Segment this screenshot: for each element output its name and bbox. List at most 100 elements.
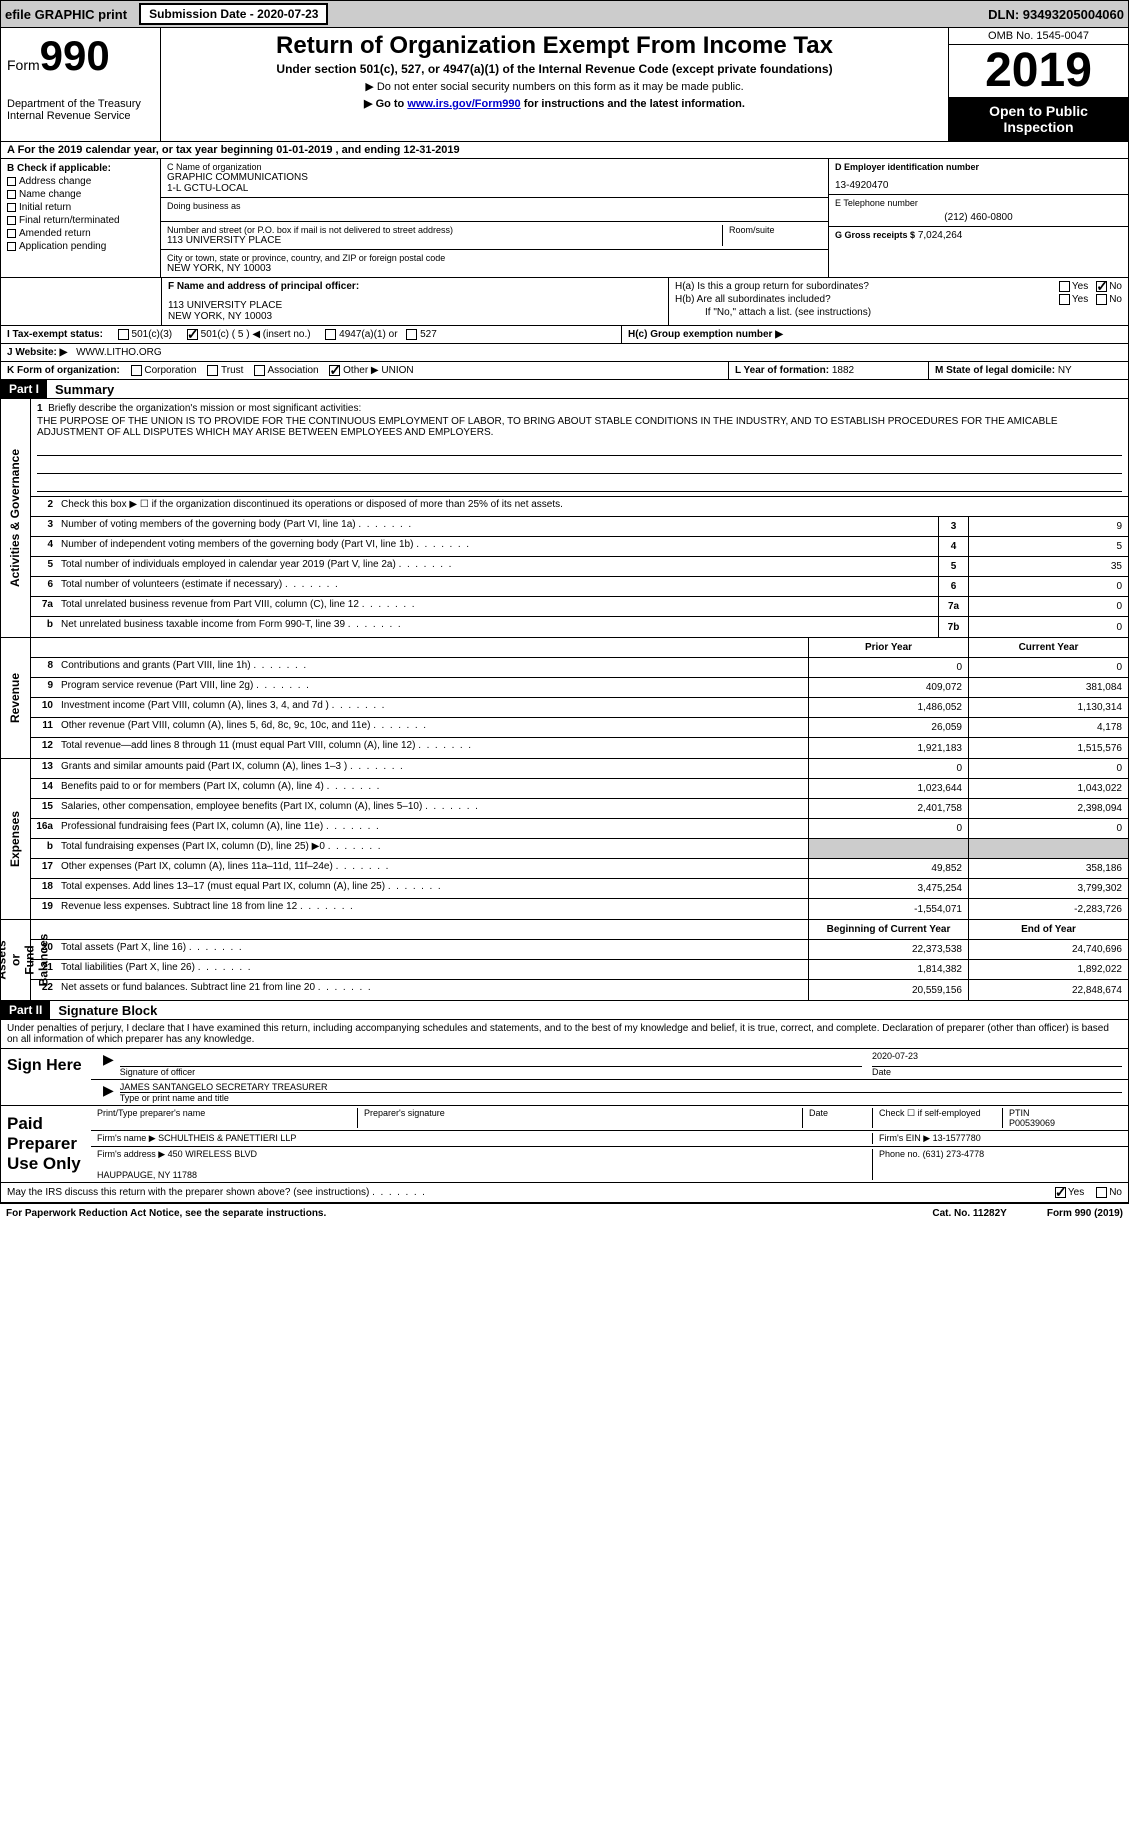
declaration-text: Under penalties of perjury, I declare th… [0,1020,1129,1049]
chk-final-return[interactable]: Final return/terminated [7,215,154,226]
firm-phone: (631) 273-4778 [923,1149,985,1159]
tax-status-label: I Tax-exempt status: [7,329,103,340]
room-label: Room/suite [729,225,816,235]
line-gov: 7aTotal unrelated business revenue from … [31,597,1128,617]
form-header: Form990 Department of the Treasury Inter… [0,28,1129,142]
addr-label: Number and street (or P.O. box if mail i… [167,225,716,235]
form-title: Return of Organization Exempt From Incom… [165,32,944,60]
form-prefix: Form [7,57,40,73]
chk-amended[interactable]: Amended return [7,228,154,239]
line-row: 18Total expenses. Add lines 13–17 (must … [31,879,1128,899]
arrow-icon: ▶ [97,1082,120,1103]
addr-value: 113 UNIVERSITY PLACE [167,235,716,246]
hdr-prior-year: Prior Year [808,638,968,657]
k-corp[interactable] [131,365,142,376]
chk-app-pending[interactable]: Application pending [7,241,154,252]
line-gov: 3Number of voting members of the governi… [31,517,1128,537]
vtab-netassets: Net Assets or Fund Balances [0,934,51,987]
i-527[interactable] [406,329,417,340]
discuss-yes[interactable] [1055,1187,1066,1198]
self-employed-check[interactable]: Check ☐ if self-employed [872,1108,1002,1128]
section-expenses: Expenses 13Grants and similar amounts pa… [0,759,1129,920]
firm-ein-label: Firm's EIN ▶ [879,1133,930,1143]
line-row: 14Benefits paid to or for members (Part … [31,779,1128,799]
section-governance: Activities & Governance 1 Briefly descri… [0,399,1129,638]
i-4947[interactable] [325,329,336,340]
gross-label: G Gross receipts $ [835,230,915,240]
box-b: B Check if applicable: Address change Na… [1,159,161,277]
phone-value: (212) 460-0800 [835,212,1122,223]
part-1-title: Summary [47,382,114,397]
ptin-label: PTIN [1009,1108,1122,1118]
officer-value: 113 UNIVERSITY PLACE NEW YORK, NY 10003 [168,300,662,322]
ptin-value: P00539069 [1009,1118,1122,1128]
prep-sig-label: Preparer's signature [357,1108,802,1128]
part-2-header: Part II Signature Block [0,1001,1129,1020]
vtab-revenue: Revenue [9,673,23,723]
sig-date: 2020-07-23 [872,1051,1122,1067]
line-row: 8Contributions and grants (Part VIII, li… [31,658,1128,678]
line-row: 16aProfessional fundraising fees (Part I… [31,819,1128,839]
i-501c[interactable] [187,329,198,340]
hb-yes[interactable] [1059,294,1070,305]
sign-here-label: Sign Here [1,1049,91,1105]
footer-mid: Cat. No. 11282Y [932,1208,1006,1219]
phone-label: E Telephone number [835,198,1122,208]
chk-address-change[interactable]: Address change [7,176,154,187]
website-value: WWW.LITHO.ORG [76,347,162,358]
part-1-badge: Part I [1,380,47,398]
line-row: 13Grants and similar amounts paid (Part … [31,759,1128,779]
sub3-pre: ▶ Go to [364,98,407,110]
hdr-end: End of Year [968,920,1128,939]
discuss-no[interactable] [1096,1187,1107,1198]
sub3-post: for instructions and the latest informat… [521,98,745,110]
chk-name-change[interactable]: Name change [7,189,154,200]
part-1-header: Part I Summary [0,380,1129,399]
hb-no[interactable] [1096,294,1107,305]
line-row: 9Program service revenue (Part VIII, lin… [31,678,1128,698]
subtitle-1: Under section 501(c), 527, or 4947(a)(1)… [165,62,944,76]
form-number: 990 [40,32,110,79]
org-name-label: C Name of organization [167,162,822,172]
instructions-link[interactable]: www.irs.gov/Form990 [407,98,520,110]
subtitle-3: ▶ Go to www.irs.gov/Form990 for instruct… [165,97,944,110]
domicile-label: M State of legal domicile: [935,365,1055,376]
dept-label: Department of the Treasury Internal Reve… [7,98,154,122]
i-501c3[interactable] [118,329,129,340]
h-c-label: H(c) Group exemption number ▶ [628,329,783,340]
line-gov: 5Total number of individuals employed in… [31,557,1128,577]
discuss-label: May the IRS discuss this return with the… [7,1187,425,1198]
ha-no[interactable] [1096,281,1107,292]
submission-date-button[interactable]: Submission Date - 2020-07-23 [139,3,328,25]
city-label: City or town, state or province, country… [167,253,822,263]
paid-preparer-label: Paid Preparer Use Only [1,1106,91,1182]
officer-name-label: Type or print name and title [120,1093,1122,1103]
year-formation-label: L Year of formation: [735,365,829,376]
ha-yes[interactable] [1059,281,1070,292]
city-value: NEW YORK, NY 10003 [167,263,822,274]
line-row: 11Other revenue (Part VIII, column (A), … [31,718,1128,738]
entity-block: B Check if applicable: Address change Na… [0,159,1129,278]
k-other[interactable] [329,365,340,376]
firm-addr-label: Firm's address ▶ [97,1149,165,1159]
domicile-value: NY [1058,365,1072,376]
k-assoc[interactable] [254,365,265,376]
section-revenue: Revenue Prior Year Current Year 8Contrib… [0,638,1129,759]
firm-ein: 13-1577780 [933,1133,981,1143]
vtab-expenses: Expenses [9,811,23,867]
line-gov: 2Check this box ▶ ☐ if the organization … [31,497,1128,517]
period-row: A For the 2019 calendar year, or tax yea… [0,142,1129,159]
firm-name: SCHULTHEIS & PANETTIERI LLP [158,1133,296,1143]
line-gov: 4Number of independent voting members of… [31,537,1128,557]
chk-initial-return[interactable]: Initial return [7,202,154,213]
line-row: 15Salaries, other compensation, employee… [31,799,1128,819]
k-trust[interactable] [207,365,218,376]
signature-block: Sign Here ▶ Signature of officer 2020-07… [0,1049,1129,1183]
footer-right: Form 990 (2019) [1047,1208,1123,1219]
open-to-public: Open to Public Inspection [949,97,1128,141]
sig-date-label: Date [872,1067,1122,1077]
line-row: 22Net assets or fund balances. Subtract … [31,980,1128,1000]
hdr-beginning: Beginning of Current Year [808,920,968,939]
line-gov: bNet unrelated business taxable income f… [31,617,1128,637]
gross-value: 7,024,264 [918,230,963,241]
